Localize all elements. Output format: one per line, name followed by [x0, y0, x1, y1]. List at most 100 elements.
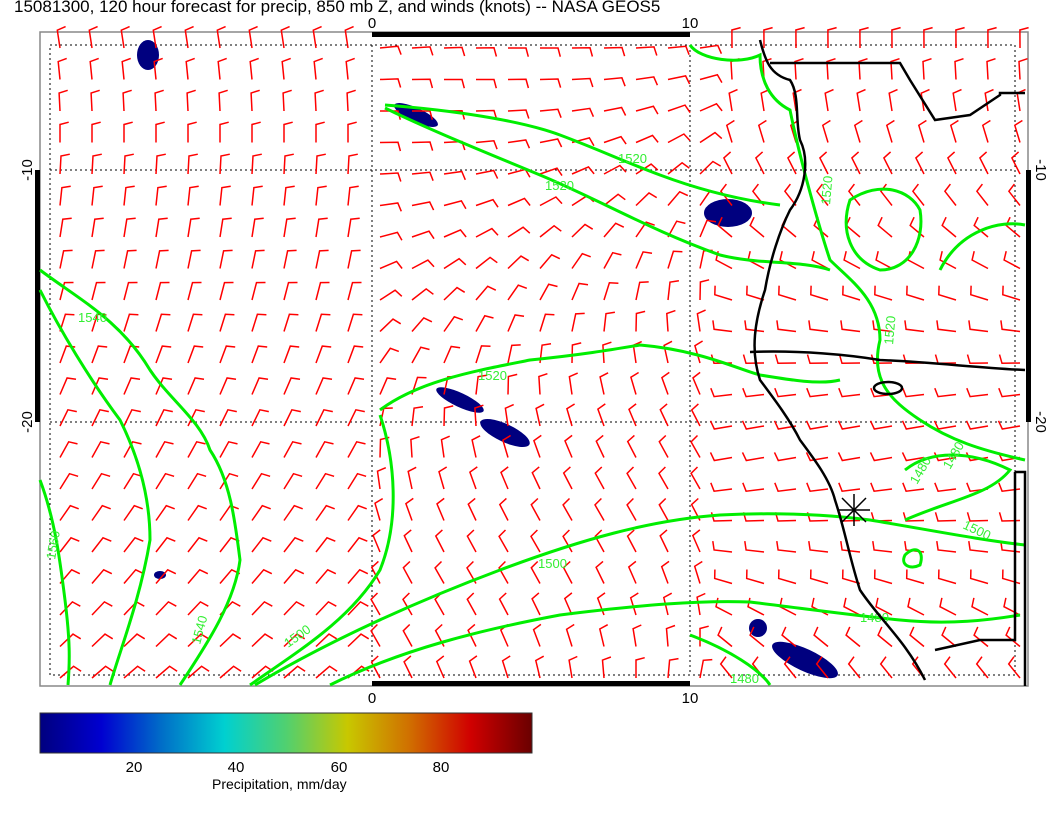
- wind-barb: [728, 88, 738, 112]
- wind-barb: [379, 347, 400, 364]
- wind-barb: [934, 387, 957, 398]
- wind-barb: [540, 47, 562, 57]
- wind-barb: [571, 252, 591, 269]
- wind-barb: [219, 217, 232, 238]
- wind-barb: [250, 89, 260, 112]
- wind-barb: [283, 249, 297, 269]
- wind-barb: [773, 452, 797, 462]
- wind-barb: [379, 45, 402, 55]
- precip-blob: [394, 103, 438, 127]
- wind-barb: [571, 47, 594, 57]
- contour-line: [902, 548, 923, 569]
- wind-barb: [123, 313, 139, 332]
- wind-barb: [507, 314, 525, 332]
- wind-barb: [914, 151, 925, 175]
- wind-barb: [347, 536, 368, 553]
- wind-barb: [754, 151, 765, 175]
- wind-barb: [530, 529, 541, 553]
- wind-barb: [315, 345, 332, 364]
- wind-barb: [507, 109, 530, 119]
- wind-barb: [532, 623, 542, 647]
- wind-barb: [635, 192, 658, 207]
- wind-barb: [187, 313, 203, 332]
- wind-barb: [943, 656, 957, 679]
- contour-line: [249, 414, 395, 687]
- wind-barb: [438, 466, 448, 490]
- wind-barb: [635, 656, 645, 678]
- wind-barb: [187, 185, 199, 206]
- wind-barb: [699, 73, 723, 83]
- wind-barb: [539, 224, 562, 238]
- wind-barb: [969, 569, 989, 585]
- wind-barb: [379, 318, 402, 333]
- wind-barb: [411, 259, 435, 270]
- wind-barb: [1000, 320, 1021, 333]
- contour-line: [38, 479, 71, 686]
- wind-barb: [466, 529, 477, 553]
- wind-barb: [152, 25, 162, 49]
- wind-barb: [810, 285, 829, 301]
- wind-barb: [347, 249, 361, 269]
- wind-barb: [594, 497, 605, 521]
- wind-barb: [251, 249, 265, 269]
- wind-barb: [347, 185, 359, 206]
- wind-barb: [59, 377, 77, 395]
- wind-barb: [741, 452, 765, 462]
- wind-barb: [251, 185, 263, 206]
- wind-barb: [372, 529, 381, 553]
- wind-barb: [123, 217, 136, 238]
- wind-barb: [248, 25, 258, 49]
- wind-barb: [939, 251, 957, 270]
- wind-barb: [283, 185, 295, 206]
- wind-barb: [347, 281, 362, 301]
- wind-barb: [184, 25, 194, 49]
- wind-barb: [635, 163, 659, 175]
- precip-blob: [137, 40, 159, 70]
- wind-barb: [315, 408, 333, 427]
- wind-barb: [837, 452, 861, 462]
- wind-barb: [500, 466, 509, 490]
- wind-barb: [219, 153, 230, 175]
- wind-barb: [778, 285, 797, 301]
- wind-barb: [661, 371, 670, 395]
- wind-barb: [635, 310, 646, 332]
- wind-barb: [859, 26, 869, 49]
- wind-barb: [773, 420, 797, 430]
- wind-barb: [219, 633, 242, 648]
- wind-barb: [475, 256, 498, 270]
- wind-barb: [155, 281, 170, 301]
- wind-barb: [966, 512, 989, 522]
- wind-barb: [712, 320, 733, 333]
- right-axis-bar: [1026, 170, 1031, 422]
- wind-barb: [746, 285, 765, 301]
- inner-frame: [49, 44, 1016, 676]
- wind-barb: [986, 57, 996, 80]
- wind-barb: [603, 164, 627, 175]
- wind-barb: [598, 624, 609, 647]
- contour-line: [384, 103, 781, 207]
- wind-barb: [627, 560, 637, 584]
- wind-barb: [535, 403, 545, 427]
- wind-barb: [91, 121, 101, 143]
- wind-barb: [658, 434, 669, 458]
- wind-barb: [498, 592, 509, 616]
- wind-barb: [219, 121, 229, 143]
- wind-barb: [659, 403, 669, 427]
- island: [872, 380, 904, 396]
- wind-barb: [507, 255, 530, 270]
- wind-barb: [187, 568, 209, 584]
- precip-areas: [137, 40, 838, 679]
- wind-barb: [155, 440, 174, 458]
- contour-label: 1520: [881, 315, 898, 345]
- wind-barb: [936, 320, 957, 333]
- wind-barb: [251, 568, 273, 584]
- wind-barb: [690, 497, 701, 521]
- wind-barb: [374, 497, 384, 521]
- colorbar-tick: 20: [126, 759, 143, 776]
- wind-barb: [123, 185, 135, 206]
- wind-barb: [187, 377, 205, 395]
- wind-barb: [313, 57, 323, 80]
- wind-barb: [186, 89, 196, 112]
- wind-barb: [411, 376, 427, 395]
- wind-barb: [663, 340, 673, 364]
